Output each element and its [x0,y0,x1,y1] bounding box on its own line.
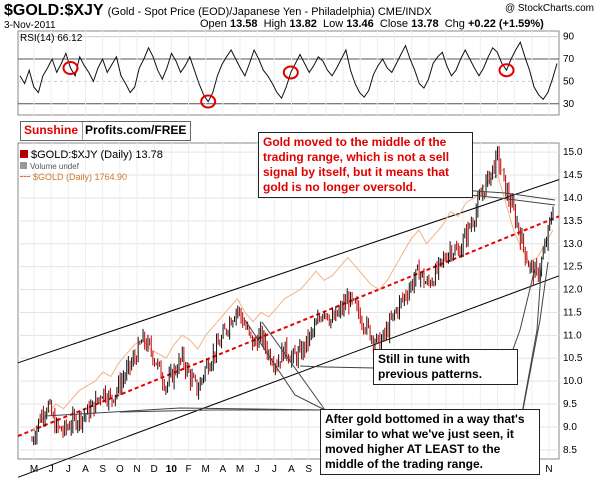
price-tick-label: 11.5 [563,307,582,318]
sunshine-profits-logo: Sunshine Profits.com/FREE [20,121,192,141]
x-tick-label: J [66,464,71,475]
x-tick-label: A [288,464,295,475]
rsi-tick-label: 30 [563,99,575,110]
x-tick-label: D [151,464,158,475]
price-tick-label: 9.5 [563,399,577,410]
lower-channel-line [17,275,560,478]
price-y-axis: 8.5 9.0 9.5 10.0 10.5 11.0 11.5 12.0 12.5 13.0 13.… [563,147,583,456]
x-tick-label: J [255,464,260,475]
rsi-axis: 30 50 70 90 [563,32,575,110]
legend-gold-text: $GOLD (Daily) 1764.90 [33,172,128,182]
logo-sunshine: Sunshine [24,123,79,137]
legend-volume-text: Volume undef [30,162,79,171]
rsi-line [19,40,558,103]
low-value: 13.46 [346,18,374,30]
x-tick-label: O [116,464,124,475]
rsi-highlights [62,60,515,109]
copyright: @ StockCharts.com [504,3,594,14]
x-tick-label: M [236,464,244,475]
low-label: Low [322,18,344,30]
legend-gold: $GOLD (Daily) 1764.90 [20,172,163,183]
rsi-oversold-circle [62,60,79,75]
chart-date: 3-Nov-2011 [4,20,56,31]
legend-gold-swatch [20,176,30,177]
legend-volume: Volume undef [20,161,163,172]
close-label: Close [379,18,409,30]
close-value: 13.78 [411,18,439,30]
legend-price-text: $GOLD:$XJY (Daily) 13.78 [31,149,163,161]
logo-profits: Profits.com/FREE [82,122,190,140]
x-tick-label: N [545,464,552,475]
high-label: High [263,18,287,30]
rsi-oversold-circle [200,94,217,109]
middle-trend-line [17,215,560,438]
x-tick-label: M [201,464,209,475]
legend-price-swatch [20,150,28,158]
open-label: Open [200,18,227,30]
annotation-gold-bottomed: After gold bottomed in a way that's simi… [320,409,540,475]
high-value: 13.82 [289,18,317,30]
price-tick-label: 12.0 [563,285,583,296]
rsi-panel [17,30,560,116]
x-tick-label: S [99,464,106,475]
ohlc-readout: Open 13.58 High 13.82 Low 13.46 Close 13… [200,18,544,30]
price-tick-label: 9.0 [563,422,577,433]
x-tick-label: F [185,464,191,475]
gold-line [31,174,554,432]
rsi-oversold-circle [498,63,515,78]
price-tick-label: 14.5 [563,170,583,181]
price-tick-label: 11.0 [563,330,582,341]
rsi-tick-label: 70 [563,54,575,65]
legend: $GOLD:$XJY (Daily) 13.78 Volume undef $G… [20,150,163,183]
x-tick-label: M [30,464,38,475]
price-tick-label: 13.0 [563,239,583,250]
legend-volume-swatch [20,162,27,169]
rsi-tick-label: 90 [563,32,575,43]
price-tick-label: 14.0 [563,193,583,204]
price-tick-label: 8.5 [563,445,577,456]
symbol: $GOLD:$XJY [4,2,104,19]
price-tick-label: 13.5 [563,216,583,227]
rsi-oversold-circle [282,65,299,80]
chg-label: Chg [444,18,465,30]
price-tick-label: 12.5 [563,262,583,273]
x-tick-label: S [305,464,312,475]
rsi-grid [18,31,559,115]
x-tick-label: A [82,464,89,475]
price-tick-label: 15.0 [563,147,583,158]
annotation-connectors [44,189,556,453]
x-tick-label: A [219,464,226,475]
annotation-middle-range: Gold moved to the middle of the trading … [258,132,473,198]
rsi-label: RSI(14) 66.12 [20,33,83,44]
annotation-in-tune: Still in tune with previous patterns. [373,349,518,385]
price-tick-label: 10.0 [563,376,583,387]
price-bars [31,145,554,446]
chg-value: +0.22 (+1.59%) [467,18,544,30]
x-tick-label: 10 [166,464,178,475]
chart-title: $GOLD:$XJY (Gold - Spot Price (EOD)/Japan… [4,2,432,20]
upper-channel-line [17,179,560,364]
x-tick-label: J [49,464,54,475]
legend-price: $GOLD:$XJY (Daily) 13.78 [20,150,163,161]
price-tick-label: 10.5 [563,353,583,364]
x-tick-label: N [133,464,140,475]
open-value: 13.58 [229,18,258,30]
rsi-tick-label: 50 [563,76,575,87]
x-tick-label: J [272,464,277,475]
symbol-description: (Gold - Spot Price (EOD)/Japanese Yen - … [107,6,432,18]
